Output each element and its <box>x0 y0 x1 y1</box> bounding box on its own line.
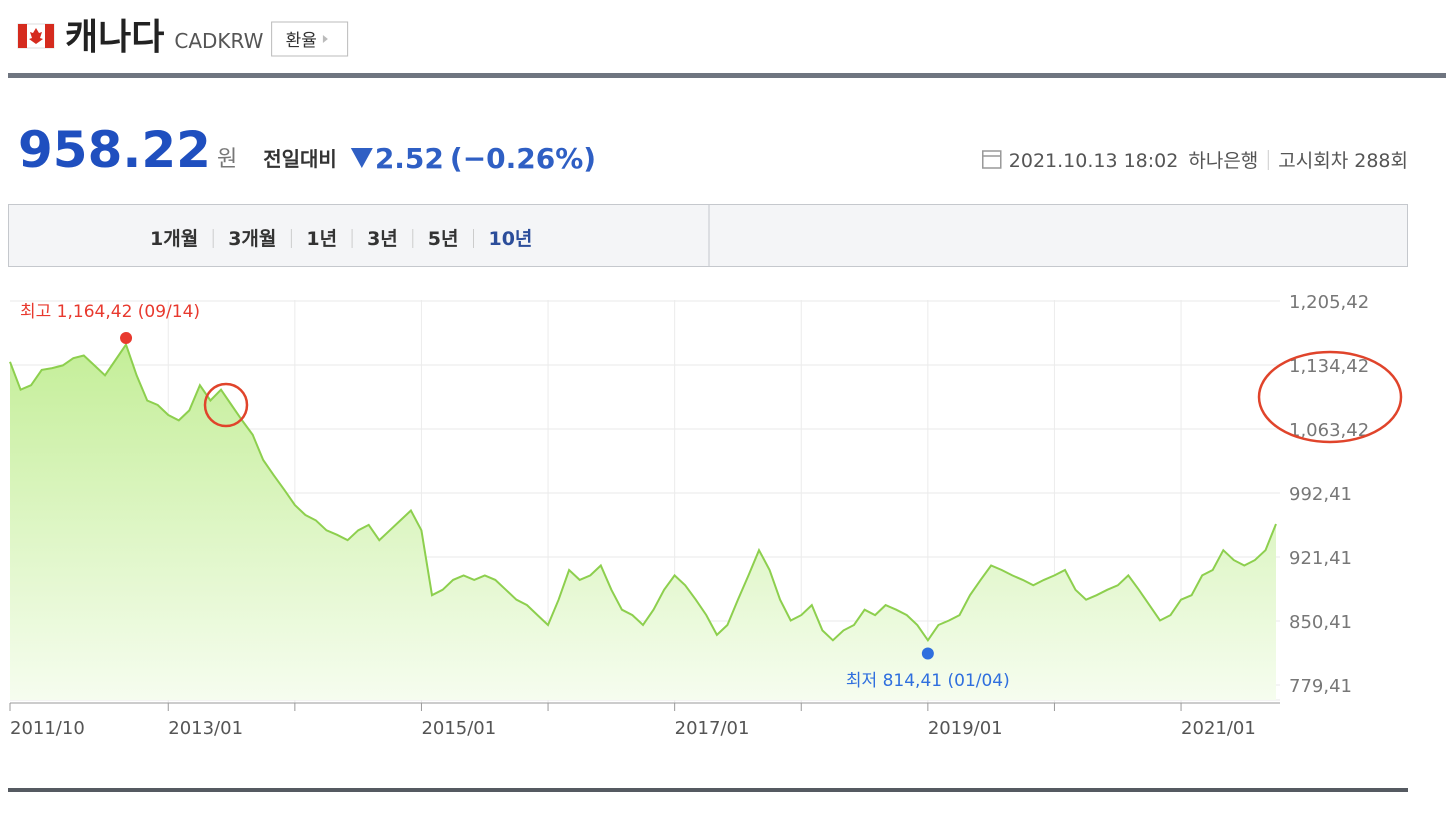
x-tick-label: 2011/10 <box>10 718 85 739</box>
tab-bar <box>8 204 1408 267</box>
tab[interactable]: 1개월 <box>150 228 198 250</box>
down-arrow <box>350 148 373 168</box>
min-marker <box>921 647 934 660</box>
tab[interactable]: 5년 <box>428 228 459 250</box>
divider <box>8 73 1446 78</box>
tabs: 1개월 3개월 1년 3년 5년 10년 <box>150 228 532 250</box>
x-tick-label: 2017/01 <box>675 718 750 739</box>
y-tick-label: 1,205,42 <box>1289 292 1369 313</box>
x-tick-label: 2019/01 <box>928 718 1003 739</box>
chart: 779,41 850,41 921,41 992,41 1,063,42 1,134,42… <box>9 292 1369 739</box>
flag <box>17 23 55 49</box>
button-label[interactable]: 환율 <box>286 31 317 51</box>
y-tick-label: 779,41 <box>1289 676 1352 697</box>
title: 캐나다 <box>65 17 164 58</box>
y-tick-label: 992,41 <box>1289 484 1352 505</box>
calendar-icon <box>982 150 1002 169</box>
bank: 하나은행 <box>1188 150 1258 172</box>
x-tick-label: 2015/01 <box>421 718 496 739</box>
x-tick-label: 2021/01 <box>1181 718 1256 739</box>
change-label: 전일대비 <box>263 147 337 171</box>
tab[interactable]: 10년 <box>488 228 532 250</box>
price-unit: 원 <box>217 147 237 172</box>
y-tick-label: 1,134,42 <box>1289 356 1369 377</box>
y-tick-label: 850,41 <box>1289 612 1352 633</box>
line <box>9 342 1277 643</box>
highlight-circle <box>1257 350 1403 444</box>
max-label: 최고 1,164,42 (09/14) <box>20 302 200 322</box>
price: 958.22 <box>18 121 211 179</box>
currency-code: CADKRW <box>174 29 263 53</box>
divider <box>8 788 1408 792</box>
area <box>10 344 1276 700</box>
exchange-button[interactable]: 환율 <box>271 21 349 57</box>
x-tick-label: 2013/01 <box>168 718 243 739</box>
min-label: 최저 814,41 (01/04) <box>846 671 1010 691</box>
notice: 고시회차 288회 <box>1278 150 1408 172</box>
change: 2.52 <box>375 142 444 175</box>
tab[interactable]: 3년 <box>367 228 398 250</box>
change-percent: (−0.26%) <box>450 142 596 175</box>
tab[interactable]: 3개월 <box>228 228 276 250</box>
y-tick-label: 1,063,42 <box>1289 420 1369 441</box>
y-tick-label: 921,41 <box>1289 548 1352 569</box>
highlight-circle <box>203 382 249 428</box>
datetime: 2021.10.13 18:02 <box>1009 150 1179 172</box>
max-marker <box>120 331 133 344</box>
tab[interactable]: 1년 <box>306 228 337 250</box>
